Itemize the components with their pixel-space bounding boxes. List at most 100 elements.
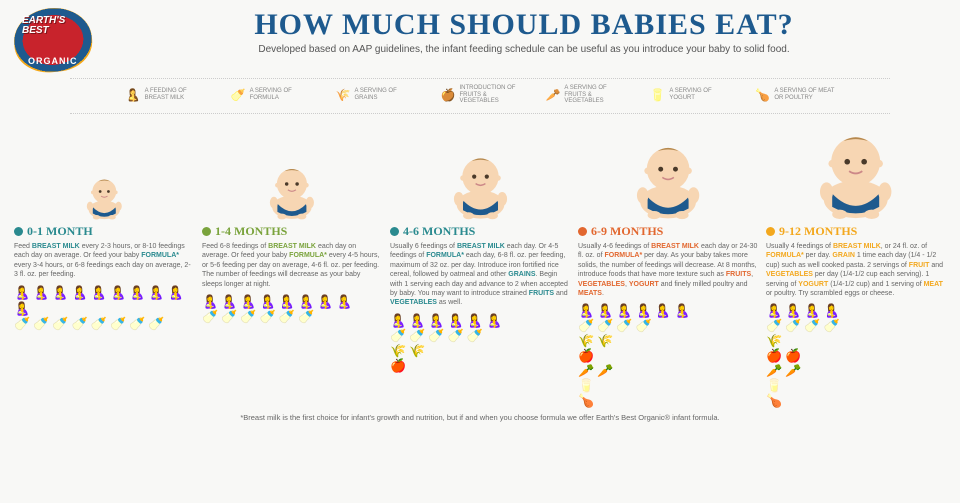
age-dot (578, 227, 587, 236)
serving-icon: 🌾 (409, 344, 425, 357)
serving-icons: 🤱🤱🤱🤱🍼🍼🍼🍼🌾🍎🍎🥕🥕🥛🍗 (766, 304, 946, 407)
serving-icon: 🤱 (636, 304, 652, 317)
serving-icon: 🤱 (467, 314, 483, 327)
serving-icon: 🤱 (336, 295, 352, 308)
age-description: Feed BREAST MILK every 2-3 hours, or 8-1… (14, 242, 194, 280)
legend-label: A SERVING OF FRUITS & VEGETABLES (564, 85, 624, 105)
age-description: Usually 4 feedings of BREAST MILK, or 24… (766, 242, 946, 299)
legend-item: 🤱A FEEDING OF BREAST MILK (126, 85, 205, 105)
serving-icon: 🤱 (766, 304, 782, 317)
serving-icon: 🥕 (578, 364, 594, 377)
brand-logo: EARTH'SBEST ORGANIC (14, 8, 92, 72)
legend-label: INTRODUCTION OF FRUITS & VEGETABLES (459, 85, 519, 105)
footnote: *Breast milk is the first choice for inf… (14, 413, 946, 422)
age-heading: 0-1 MONTH (14, 224, 194, 239)
serving-icon: 🤱 (221, 295, 237, 308)
serving-icon: 🤱 (486, 314, 502, 327)
serving-icons: 🤱🤱🤱🤱🤱🤱🍼🍼🍼🍼🍼🌾🌾🍎 (390, 314, 570, 372)
age-column: 4-6 MONTHSUsually 6 feedings of BREAST M… (390, 122, 570, 408)
legend-label: A SERVING OF YOGURT (669, 88, 729, 101)
legend-item: 🍼A SERVING OF FORMULA (231, 85, 310, 105)
subtitle: Developed based on AAP guidelines, the i… (102, 44, 946, 55)
serving-icon: 🍼 (636, 319, 652, 332)
serving-icon: 🤱 (409, 314, 425, 327)
baby-illustration (766, 122, 946, 220)
legend-item: 🌾 A SERVING OF GRAINS (336, 85, 415, 105)
serving-icon: 🍼 (14, 317, 30, 330)
serving-icon: 🍼 (578, 319, 594, 332)
serving-icon: 🍎 (766, 349, 782, 362)
serving-icon: 🍼 (766, 319, 782, 332)
legend-item: 🥕 A SERVING OF FRUITS & VEGETABLES (545, 85, 624, 105)
serving-icon: 🍎 (785, 349, 801, 362)
age-dot (202, 227, 211, 236)
serving-icon: 🍼 (148, 317, 164, 330)
serving-icon: 🤱 (804, 304, 820, 317)
serving-icon: 🤱 (202, 295, 218, 308)
serving-icon: 🍗 (766, 394, 782, 407)
serving-icon: 🤱 (52, 286, 68, 299)
page-title: HOW MUCH SHOULD BABIES EAT? (102, 8, 946, 42)
serving-icon: 🤱 (597, 304, 613, 317)
serving-icon: 🍼 (616, 319, 632, 332)
serving-icon: 🥛 (578, 379, 594, 392)
serving-icon: 🥕 (766, 364, 782, 377)
serving-icon: 🤱 (33, 286, 49, 299)
serving-icon: 🤱 (168, 286, 184, 299)
age-description: Usually 4-6 feedings of BREAST MILK each… (578, 242, 758, 299)
age-heading: 6-9 MONTHS (578, 224, 758, 239)
serving-icon: 🍼 (221, 310, 237, 323)
legend-icon: 🤱 (126, 88, 141, 102)
serving-icon: 🍼 (428, 329, 444, 342)
serving-icon: 🤱 (448, 314, 464, 327)
age-description: Feed 6-8 feedings of BREAST MILK each da… (202, 242, 382, 289)
legend-icon: 🍗 (755, 88, 770, 102)
serving-icon: 🤱 (148, 286, 164, 299)
serving-icon: 🤱 (110, 286, 126, 299)
legend-item: 🍗 A SERVING OF MEAT OR POULTRY (755, 85, 834, 105)
age-heading: 1-4 MONTHS (202, 224, 382, 239)
legend-item: 🥛 A SERVING OF YOGURT (650, 85, 729, 105)
age-column: 6-9 MONTHS Usually 4-6 feedings of BREAST… (578, 122, 758, 408)
baby-illustration (390, 122, 570, 220)
serving-icon: 🍼 (597, 319, 613, 332)
serving-icon: 🍎 (578, 349, 594, 362)
serving-icon: 🤱 (240, 295, 256, 308)
serving-icon: 🤱 (785, 304, 801, 317)
serving-icon: 🍼 (72, 317, 88, 330)
serving-icon: 🌾 (390, 344, 406, 357)
age-column: 1-4 MONTHS Feed 6-8 feedings of BREAST MI… (202, 122, 382, 408)
serving-icon: 🍎 (390, 359, 406, 372)
columns: 0-1 MONTH Feed BREAST MILK every 2-3 hour… (14, 122, 946, 408)
serving-icon: 🍼 (240, 310, 256, 323)
serving-icon: 🍼 (298, 310, 314, 323)
serving-icon: 🤱 (578, 304, 594, 317)
legend-label: A SERVING OF MEAT OR POULTRY (774, 88, 834, 101)
serving-icon: 🤱 (428, 314, 444, 327)
age-column: 9-12 MONTHSUsually 4 feedings of BREAST … (766, 122, 946, 408)
legend-icon: 🍼 (231, 88, 246, 102)
legend-icon: 🥕 (545, 88, 560, 102)
serving-icon: 🍼 (129, 317, 145, 330)
serving-icon: 🤱 (279, 295, 295, 308)
serving-icon: 🤱 (91, 286, 107, 299)
legend-icon: 🥛 (650, 88, 665, 102)
baby-illustration (578, 122, 758, 220)
serving-icons: 🤱🤱🤱🤱🤱🤱🍼🍼🍼🍼🌾🌾🍎🥕🥕🥛🍗 (578, 304, 758, 407)
legend-icon: 🌾 (336, 88, 351, 102)
serving-icon: 🥛 (766, 379, 782, 392)
serving-icons: 🤱🤱🤱🤱🤱🤱🤱🤱🍼🍼🍼🍼🍼🍼 (202, 295, 382, 323)
serving-icon: 🌾 (597, 334, 613, 347)
serving-icon: 🤱 (129, 286, 145, 299)
legend-row: 🤱A FEEDING OF BREAST MILK🍼A SERVING OF F… (70, 78, 890, 114)
serving-icon: 🍼 (804, 319, 820, 332)
serving-icon: 🤱 (674, 304, 690, 317)
serving-icon: 🤱 (390, 314, 406, 327)
legend-label: A SERVING OF GRAINS (355, 88, 415, 101)
age-dot (766, 227, 775, 236)
serving-icon: 🍼 (467, 329, 483, 342)
baby-illustration (14, 122, 194, 220)
serving-icon: 🤱 (72, 286, 88, 299)
serving-icon: 🍼 (110, 317, 126, 330)
serving-icon: 🍼 (785, 319, 801, 332)
